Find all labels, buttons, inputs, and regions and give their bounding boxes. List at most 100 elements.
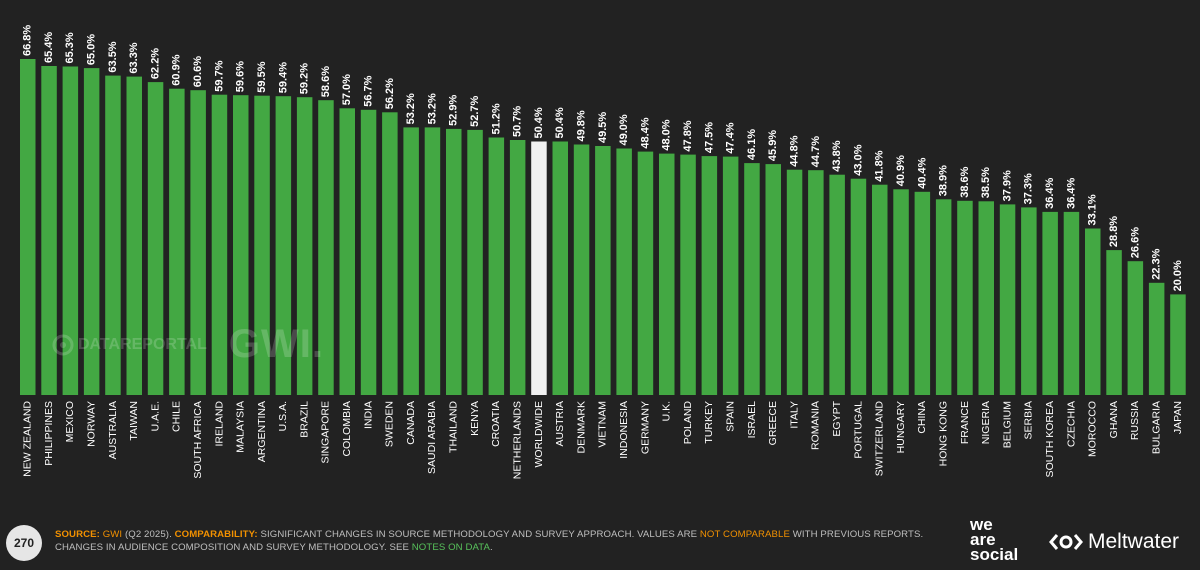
bar-romania (808, 170, 824, 395)
category-label: CZECHIA (1065, 401, 1077, 447)
category-label: MOROCCO (1087, 401, 1099, 457)
data-label: 62.2% (150, 48, 162, 79)
bar-israel (744, 163, 760, 395)
data-label: 50.4% (554, 107, 566, 138)
data-label: 40.4% (916, 157, 928, 188)
bar-italy (786, 169, 803, 395)
notes-on-data-link[interactable]: NOTES ON DATA (411, 542, 491, 553)
comparability-text-end: . (490, 542, 493, 553)
data-label: 37.9% (1002, 170, 1014, 201)
comparability-label: COMPARABILITY: (174, 529, 258, 540)
bar-norway (83, 68, 100, 395)
category-label: NEW ZEALAND (22, 401, 34, 477)
source-text: GWI (102, 529, 123, 540)
bar-turkey (701, 156, 718, 395)
category-label: EGYPT (831, 400, 843, 436)
category-label: DENMARK (575, 401, 587, 454)
category-label: ROMANIA (810, 401, 822, 450)
category-label: SERBIA (1023, 401, 1035, 440)
bar-new-zealand (20, 59, 36, 395)
category-label: SOUTH KOREA (1044, 401, 1056, 477)
bar-india (360, 109, 377, 396)
bar-worldwide (531, 141, 547, 395)
data-label: 49.8% (576, 110, 588, 141)
data-label: 52.9% (448, 94, 460, 125)
data-label: 56.2% (384, 78, 396, 109)
category-label: WORLDWIDE (533, 401, 545, 468)
bar-taiwan (126, 76, 142, 395)
bar-saudi-arabia (424, 127, 441, 396)
category-label: BELGIUM (1001, 401, 1013, 448)
logo-are: are (970, 530, 996, 549)
category-label: BRAZIL (298, 401, 310, 438)
data-label: 45.9% (767, 130, 779, 161)
data-label: 47.4% (725, 122, 737, 153)
category-label: IRELAND (213, 401, 225, 447)
category-label: FRANCE (959, 401, 971, 444)
bar-thailand (446, 128, 462, 395)
data-label: 65.0% (86, 34, 98, 65)
bar-greece (765, 164, 781, 395)
category-label: TAIWAN (128, 401, 140, 441)
bar-czechia (1063, 211, 1080, 395)
data-label: 48.4% (639, 117, 651, 148)
category-label: PHILIPPINES (43, 401, 55, 466)
data-label: 44.8% (789, 135, 801, 166)
category-label: JAPAN (1172, 401, 1184, 434)
data-label: 49.0% (618, 114, 630, 145)
data-label: 52.7% (469, 95, 481, 126)
category-label: ITALY (788, 401, 800, 429)
data-label: 65.4% (43, 32, 55, 63)
data-label: 58.6% (320, 66, 332, 97)
bar-netherlands (509, 140, 526, 395)
category-label: HONG KONG (937, 401, 949, 466)
category-label: AUSTRIA (554, 401, 566, 447)
data-label: 60.6% (192, 56, 204, 87)
data-label: 43.0% (852, 144, 864, 175)
bar-philippines (41, 66, 57, 395)
category-label: CANADA (405, 401, 417, 445)
bar-brazil (296, 97, 313, 395)
data-label: 38.5% (980, 167, 992, 198)
bar-ireland (211, 94, 228, 395)
category-label: PORTUGAL (852, 401, 864, 459)
data-label: 47.5% (703, 122, 715, 153)
category-label: VIETNAM (597, 401, 609, 448)
meltwater-text: Meltwater (1088, 530, 1180, 553)
bar-u-k- (659, 153, 675, 395)
data-label: 59.2% (299, 63, 311, 94)
comparability-text-2: WITH PREVIOUS REPORTS. CHANGES IN AUDIEN… (55, 529, 924, 553)
watermark-gwi: GWI. (228, 322, 324, 366)
data-label: 26.6% (1129, 227, 1141, 258)
category-label: CROATIA (490, 401, 502, 447)
data-label: 60.9% (171, 54, 183, 85)
data-label: 63.5% (107, 41, 119, 72)
category-label: HUNGARY (895, 401, 907, 453)
bar-malaysia (233, 95, 249, 395)
meltwater-logo: Meltwater (1048, 529, 1179, 555)
data-label: 49.5% (597, 112, 609, 143)
category-label: GHANA (1108, 401, 1120, 438)
data-label: 44.7% (810, 136, 822, 167)
bar-croatia (488, 137, 505, 395)
data-label: 47.8% (682, 120, 694, 151)
category-label: KENYA (469, 401, 481, 436)
data-label: 20.0% (1172, 260, 1184, 291)
data-label: 28.8% (1108, 216, 1120, 247)
category-label: U.S.A. (277, 401, 289, 431)
we-are-social-logo: we are social (970, 516, 1040, 563)
not-comparable-text: NOT COMPARABLE (699, 529, 790, 540)
category-label: GREECE (767, 401, 779, 445)
bar-france (957, 200, 973, 395)
comparability-text-1: SIGNIFICANT CHANGES IN SOURCE METHODOLOG… (257, 529, 700, 540)
category-label: GERMANY (639, 401, 651, 454)
watermark-datareportal: DATAREPORTAL (78, 335, 207, 353)
source-date: (Q2 2025). (122, 529, 172, 540)
bar-australia (105, 75, 121, 395)
page-number: 270 (6, 525, 42, 561)
source-label: SOURCE: (55, 529, 100, 540)
bar-chile (169, 88, 185, 395)
bar-bulgaria (1148, 282, 1165, 395)
data-label: 59.5% (256, 61, 268, 92)
bar-chart: 66.8% 65.4% 65.3% 65.0% 63.5% 63.3% 62.2% 60.9%… (20, 25, 1186, 479)
